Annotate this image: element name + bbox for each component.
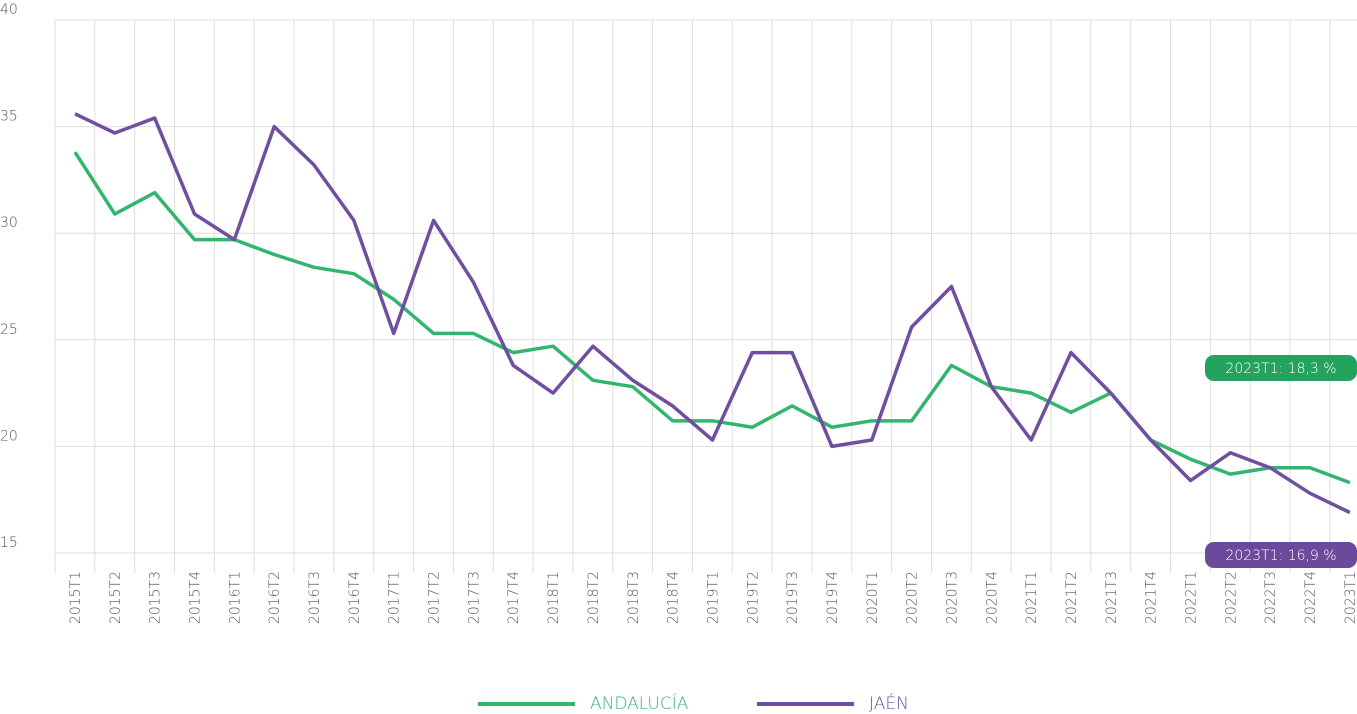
x-tick-label: 2015T4 bbox=[188, 571, 204, 624]
x-tick-label: 2017T1 bbox=[387, 571, 403, 624]
x-tick-label: 2016T2 bbox=[267, 571, 283, 624]
y-tick-label: 25 bbox=[0, 322, 18, 338]
x-tick-label: 2019T2 bbox=[745, 571, 761, 624]
series-line bbox=[73, 151, 1351, 485]
x-tick-label: 2020T4 bbox=[984, 571, 1000, 624]
x-tick-label: 2020T1 bbox=[865, 571, 881, 624]
y-tick-label: 20 bbox=[0, 428, 18, 444]
y-tick-label: 35 bbox=[0, 109, 18, 125]
x-tick-label: 2017T2 bbox=[427, 571, 443, 624]
series-line bbox=[74, 112, 1351, 515]
x-tick-label: 2023T1 bbox=[1343, 571, 1357, 624]
x-tick-label: 2020T3 bbox=[944, 571, 960, 624]
end-label: 2023T1: 18,3 % bbox=[1225, 361, 1336, 377]
y-tick-label: 40 bbox=[0, 2, 18, 18]
end-label-bg bbox=[1205, 355, 1357, 381]
x-tick-label: 2019T1 bbox=[705, 571, 721, 624]
x-tick-label: 2018T3 bbox=[626, 571, 642, 624]
x-tick-label: 2020T2 bbox=[905, 571, 921, 624]
legend-label: JAÉN bbox=[869, 692, 909, 714]
end-label: 2023T1: 16,9 % bbox=[1225, 548, 1336, 564]
x-tick-label: 2015T3 bbox=[148, 571, 164, 624]
x-tick-label: 2016T3 bbox=[307, 571, 323, 624]
y-tick-label: 30 bbox=[0, 215, 18, 231]
x-tick-label: 2022T3 bbox=[1263, 571, 1279, 624]
x-tick-label: 2021T3 bbox=[1104, 571, 1120, 624]
x-tick-label: 2016T4 bbox=[347, 571, 363, 624]
x-tick-label: 2015T2 bbox=[108, 571, 124, 624]
x-tick-label: 2021T4 bbox=[1144, 571, 1160, 624]
x-tick-label: 2015T1 bbox=[68, 571, 84, 624]
x-tick-label: 2021T2 bbox=[1064, 571, 1080, 624]
x-tick-label: 2017T3 bbox=[466, 571, 482, 624]
legend-label: ANDALUCÍA bbox=[590, 692, 689, 714]
x-tick-label: 2018T2 bbox=[586, 571, 602, 624]
x-tick-label: 2018T1 bbox=[546, 571, 562, 624]
x-tick-label: 2016T1 bbox=[227, 571, 243, 624]
x-tick-label: 2021T1 bbox=[1024, 571, 1040, 624]
y-tick-label: 15 bbox=[0, 535, 18, 551]
x-tick-label: 2022T2 bbox=[1223, 571, 1239, 624]
x-tick-label: 2019T3 bbox=[785, 571, 801, 624]
x-tick-label: 2018T4 bbox=[666, 571, 682, 624]
x-tick-label: 2022T1 bbox=[1184, 571, 1200, 624]
x-tick-label: 2019T4 bbox=[825, 571, 841, 624]
end-label-bg bbox=[1205, 542, 1357, 568]
x-tick-label: 2022T4 bbox=[1303, 571, 1319, 624]
x-tick-label: 2017T4 bbox=[506, 571, 522, 624]
